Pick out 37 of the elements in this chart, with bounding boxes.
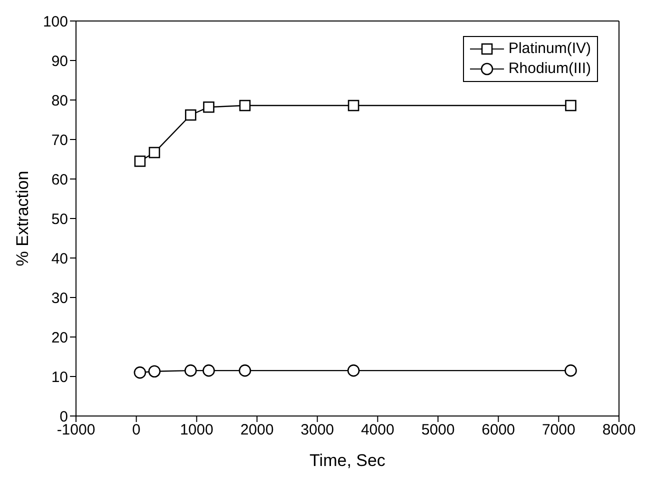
point bbox=[239, 100, 251, 112]
point bbox=[134, 156, 146, 167]
y-tick-label: 100 bbox=[42, 13, 68, 30]
point bbox=[184, 109, 196, 121]
y-tick-label: 70 bbox=[51, 132, 68, 149]
x-tick-label: 2000 bbox=[240, 422, 274, 439]
point bbox=[203, 101, 214, 113]
y-tick-label: 80 bbox=[51, 92, 68, 110]
point bbox=[238, 364, 252, 377]
x-tick-label: 8000 bbox=[602, 422, 636, 439]
y-tick-label: 20 bbox=[51, 329, 68, 346]
point bbox=[134, 366, 146, 379]
x-axis-title: Time, Sec bbox=[310, 451, 386, 470]
point bbox=[348, 100, 360, 112]
legend-label: Rhodium(III) bbox=[508, 59, 591, 79]
point bbox=[565, 100, 576, 112]
point bbox=[347, 364, 360, 377]
point bbox=[148, 365, 161, 378]
x-tick-label: 4000 bbox=[360, 422, 394, 439]
point bbox=[202, 364, 215, 377]
y-tick-label: 50 bbox=[51, 210, 68, 228]
x-tick-label: 1000 bbox=[180, 422, 214, 439]
x-tick-label: 3000 bbox=[300, 422, 334, 439]
legend-label: Platinum(IV) bbox=[508, 39, 591, 59]
y-tick-label: 90 bbox=[51, 52, 68, 70]
x-tick-label: 0 bbox=[132, 422, 141, 439]
x-tick-label: 5000 bbox=[421, 422, 455, 439]
y-tick-label: 30 bbox=[51, 290, 68, 307]
point bbox=[564, 364, 577, 377]
y-tick-label: 40 bbox=[51, 250, 68, 268]
x-tick-label: 6000 bbox=[482, 422, 516, 439]
y-axis-title: % Extraction bbox=[13, 170, 32, 266]
point bbox=[148, 146, 160, 158]
point bbox=[184, 364, 197, 377]
y-tick-label: 60 bbox=[51, 171, 68, 188]
y-tick-label: 10 bbox=[51, 368, 68, 386]
x-tick-label: 7000 bbox=[542, 422, 576, 439]
